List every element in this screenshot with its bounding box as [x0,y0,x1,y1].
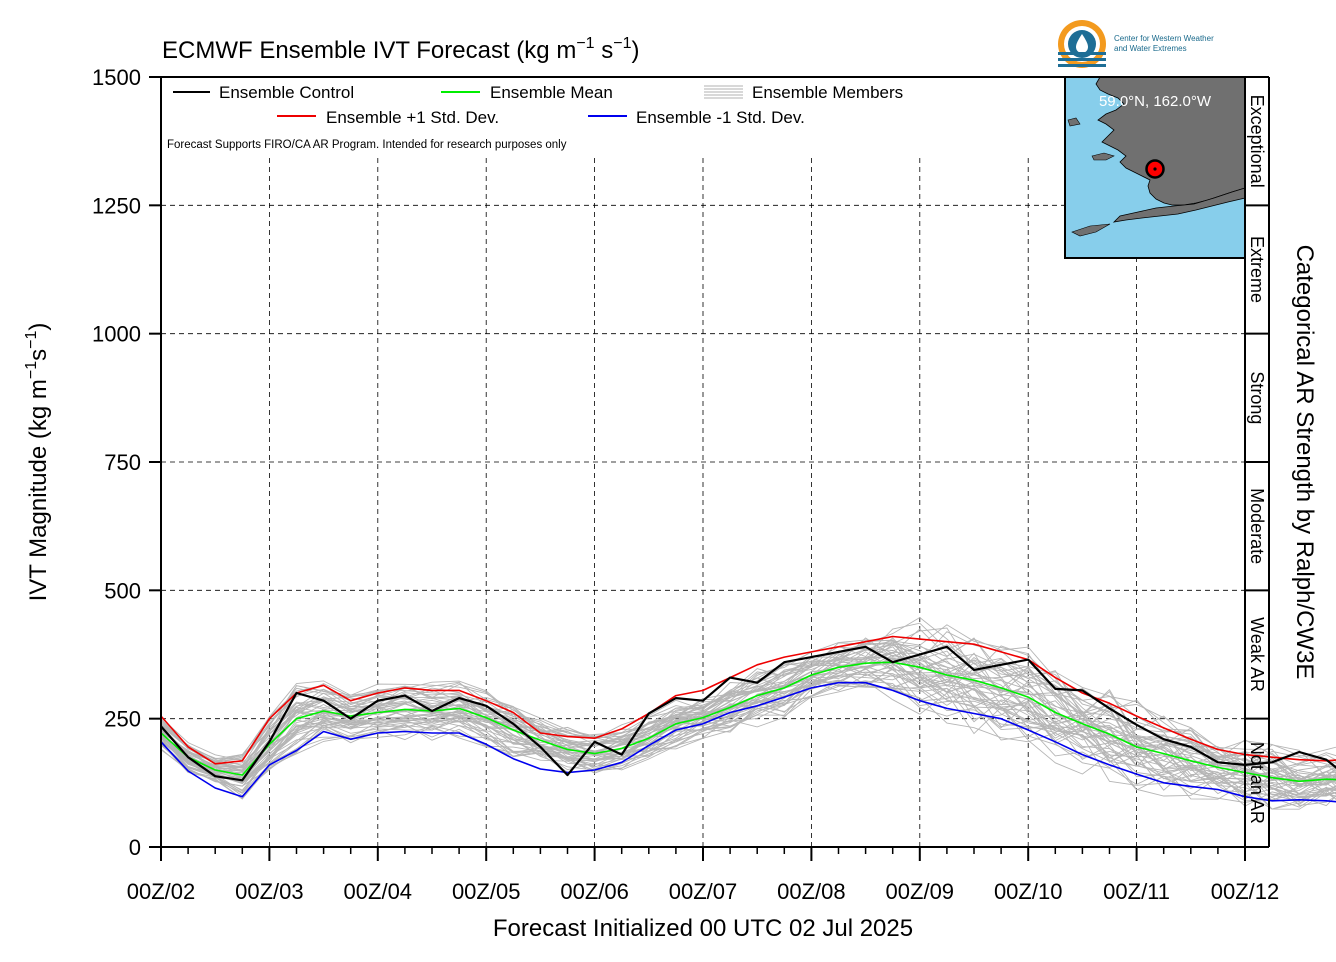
inset-location-label: 59.0°N, 162.0°W [1099,93,1212,110]
legend: Ensemble Control Ensemble Mean Ensemble … [173,83,903,127]
x-tick-label: 00Z/09 [886,879,955,904]
y-tick-label: 1500 [92,65,141,90]
location-marker-center [1153,167,1157,171]
logo-text-line1: Center for Western Weather [1114,34,1214,43]
inset-map-peninsula [1112,187,1246,223]
x-tick-label: 00Z/03 [235,879,304,904]
legend-label-mean: Ensemble Mean [490,83,613,102]
legend-swatch-members [704,85,743,99]
category-label: Extreme [1247,236,1267,303]
cw3e-logo: Center for Western Weather and Water Ext… [1058,20,1214,68]
x-tick-label: 00Z/08 [777,879,846,904]
x-tick-label: 00Z/10 [994,879,1063,904]
inset-map-frame [1064,76,1246,259]
y-tick-label: 750 [104,450,141,475]
y-axis: 0 250 500 750 1000 1250 1500 [92,65,161,860]
y-tick-label: 1250 [92,193,141,218]
ensemble-member-line [160,652,1336,775]
category-label: Exceptional [1247,95,1267,188]
category-label: Weak AR [1247,617,1267,692]
category-label: Not an AR [1247,742,1267,824]
right-axis-label: Categorical AR Strength by Ralph/CW3E [1291,245,1318,680]
legend-label-members: Ensemble Members [752,83,903,102]
legend-label-control: Ensemble Control [219,83,354,102]
legend-label-plus-std: Ensemble +1 Std. Dev. [326,108,499,127]
inset-map: 59.0°N, 162.0°W [1064,76,1246,259]
inset-map-island-2 [1071,223,1111,237]
category-label: Strong [1247,371,1267,424]
x-tick-label: 00Z/02 [127,879,196,904]
chart-title: ECMWF Ensemble IVT Forecast (kg m−1 s−1) [162,35,639,64]
y-tick-label: 250 [104,707,141,732]
inset-map-island-3 [1067,117,1081,127]
x-tick-label: 00Z/05 [452,879,521,904]
category-label: Moderate [1247,488,1267,564]
inset-map-island [1091,152,1115,161]
x-axis: 00Z/02 00Z/03 00Z/04 00Z/05 00Z/06 00Z/07 00Z/… [127,847,1280,904]
y-tick-label: 500 [104,578,141,603]
legend-label-minus-std: Ensemble -1 Std. Dev. [636,108,805,127]
y-tick-label: 1000 [92,322,141,347]
y-tick-label: 0 [129,835,141,860]
disclaimer-text: Forecast Supports FIRO/CA AR Program. In… [167,139,567,151]
ensemble-members-group [160,616,1336,810]
logo-text-line2: and Water Extremes [1114,44,1187,53]
y-axis-label: IVT Magnitude (kg m−1s−1) [23,323,52,602]
x-tick-label: 00Z/07 [669,879,738,904]
plus-std-line [160,635,1336,765]
x-tick-label: 00Z/11 [1103,879,1170,904]
ar-category-axis: Not an AR Weak AR Moderate Strong Extreme Exc… [1245,76,1270,848]
x-tick-label: 00Z/12 [1211,879,1280,904]
x-axis-label: Forecast Initialized 00 UTC 02 Jul 2025 [493,915,913,942]
x-tick-label: 00Z/06 [560,879,629,904]
x-tick-label: 00Z/04 [344,879,413,904]
